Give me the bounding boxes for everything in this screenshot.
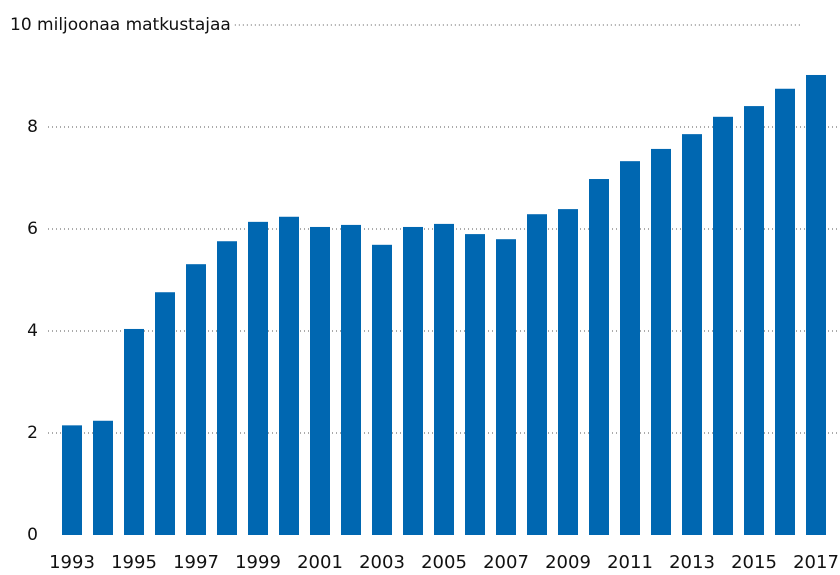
x-tick-label: 2011	[607, 552, 653, 573]
x-tick-label: 1997	[173, 552, 219, 573]
y-tick-label: 8	[27, 117, 38, 137]
y-tick-label: 10 miljoonaa matkustajaa	[10, 15, 231, 35]
bar	[372, 244, 392, 535]
y-tick-label: 6	[27, 219, 38, 239]
bar	[155, 292, 175, 535]
y-tick-label: 0	[27, 525, 38, 545]
bar	[651, 148, 671, 535]
x-tick-label: 1999	[235, 552, 281, 573]
bar	[806, 74, 826, 535]
bar	[341, 224, 361, 536]
bar	[310, 226, 330, 535]
x-tick-label: 2005	[421, 552, 467, 573]
bar	[217, 241, 237, 536]
x-tick-label: 2003	[359, 552, 405, 573]
x-tick-label: 1995	[111, 552, 157, 573]
x-tick-label: 2009	[545, 552, 591, 573]
bar	[682, 134, 702, 535]
bar	[62, 425, 82, 535]
x-tick-label: 2015	[731, 552, 777, 573]
x-tick-label: 2001	[297, 552, 343, 573]
x-tick-label: 2013	[669, 552, 715, 573]
x-tick-label: 1993	[49, 552, 95, 573]
bar	[713, 116, 733, 536]
bar	[465, 234, 485, 535]
bar	[403, 226, 423, 535]
y-tick-label: 2	[27, 423, 38, 443]
bar	[434, 223, 454, 535]
bar	[775, 88, 795, 535]
bar	[527, 214, 547, 535]
y-tick-label: 4	[27, 321, 38, 341]
bar	[279, 216, 299, 535]
bar	[186, 264, 206, 535]
bar	[558, 209, 578, 536]
bar	[248, 221, 268, 536]
bar	[620, 161, 640, 536]
bar	[589, 179, 609, 535]
bar	[124, 328, 144, 535]
bar	[744, 106, 764, 535]
x-tick-label: 2017	[793, 552, 839, 573]
bar	[93, 420, 113, 535]
bar	[496, 239, 516, 535]
x-tick-label: 2007	[483, 552, 529, 573]
